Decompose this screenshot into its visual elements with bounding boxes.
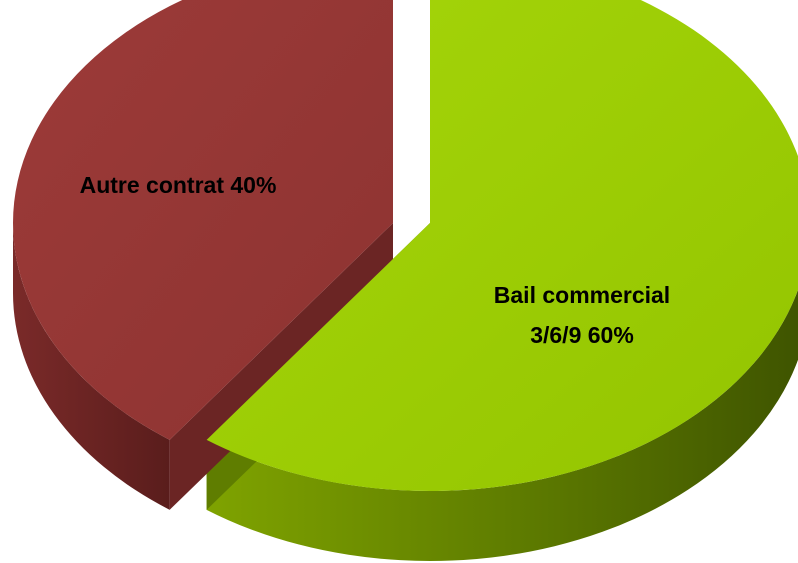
slice-data-label-line: 3/6/9 60% — [530, 322, 634, 348]
slice-data-label-line: Bail commercial — [494, 282, 670, 308]
slice-data-label: Bail commercial 3/6/9 60% — [494, 282, 670, 348]
pie-slice-autre-contrat — [13, 0, 393, 440]
pie-labels: Bail commercial 3/6/9 60% Autre contrat 40… — [80, 172, 671, 348]
pie-slice-bail-commercial — [206, 0, 798, 491]
pie-slices — [13, 0, 798, 561]
slice-data-label: Autre contrat 40% — [80, 172, 277, 198]
slice-data-label-line: Autre contrat 40% — [80, 172, 277, 198]
